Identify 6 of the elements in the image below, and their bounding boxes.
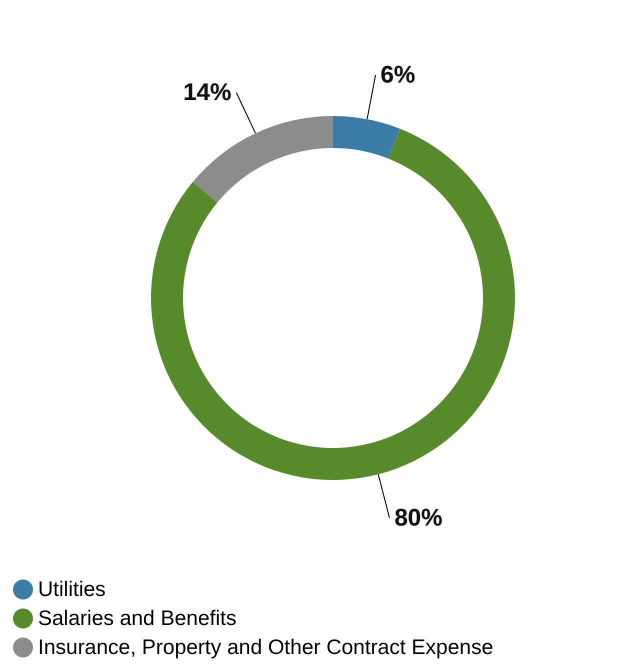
data-label: 6% (380, 62, 416, 89)
legend-label: Insurance, Property and Other Contract Expense (38, 636, 494, 659)
legend-label: Salaries and Benefits (38, 607, 236, 630)
legend-label: Utilities (38, 578, 106, 601)
data-label: 14% (183, 79, 232, 106)
data-label: 80% (394, 504, 442, 532)
